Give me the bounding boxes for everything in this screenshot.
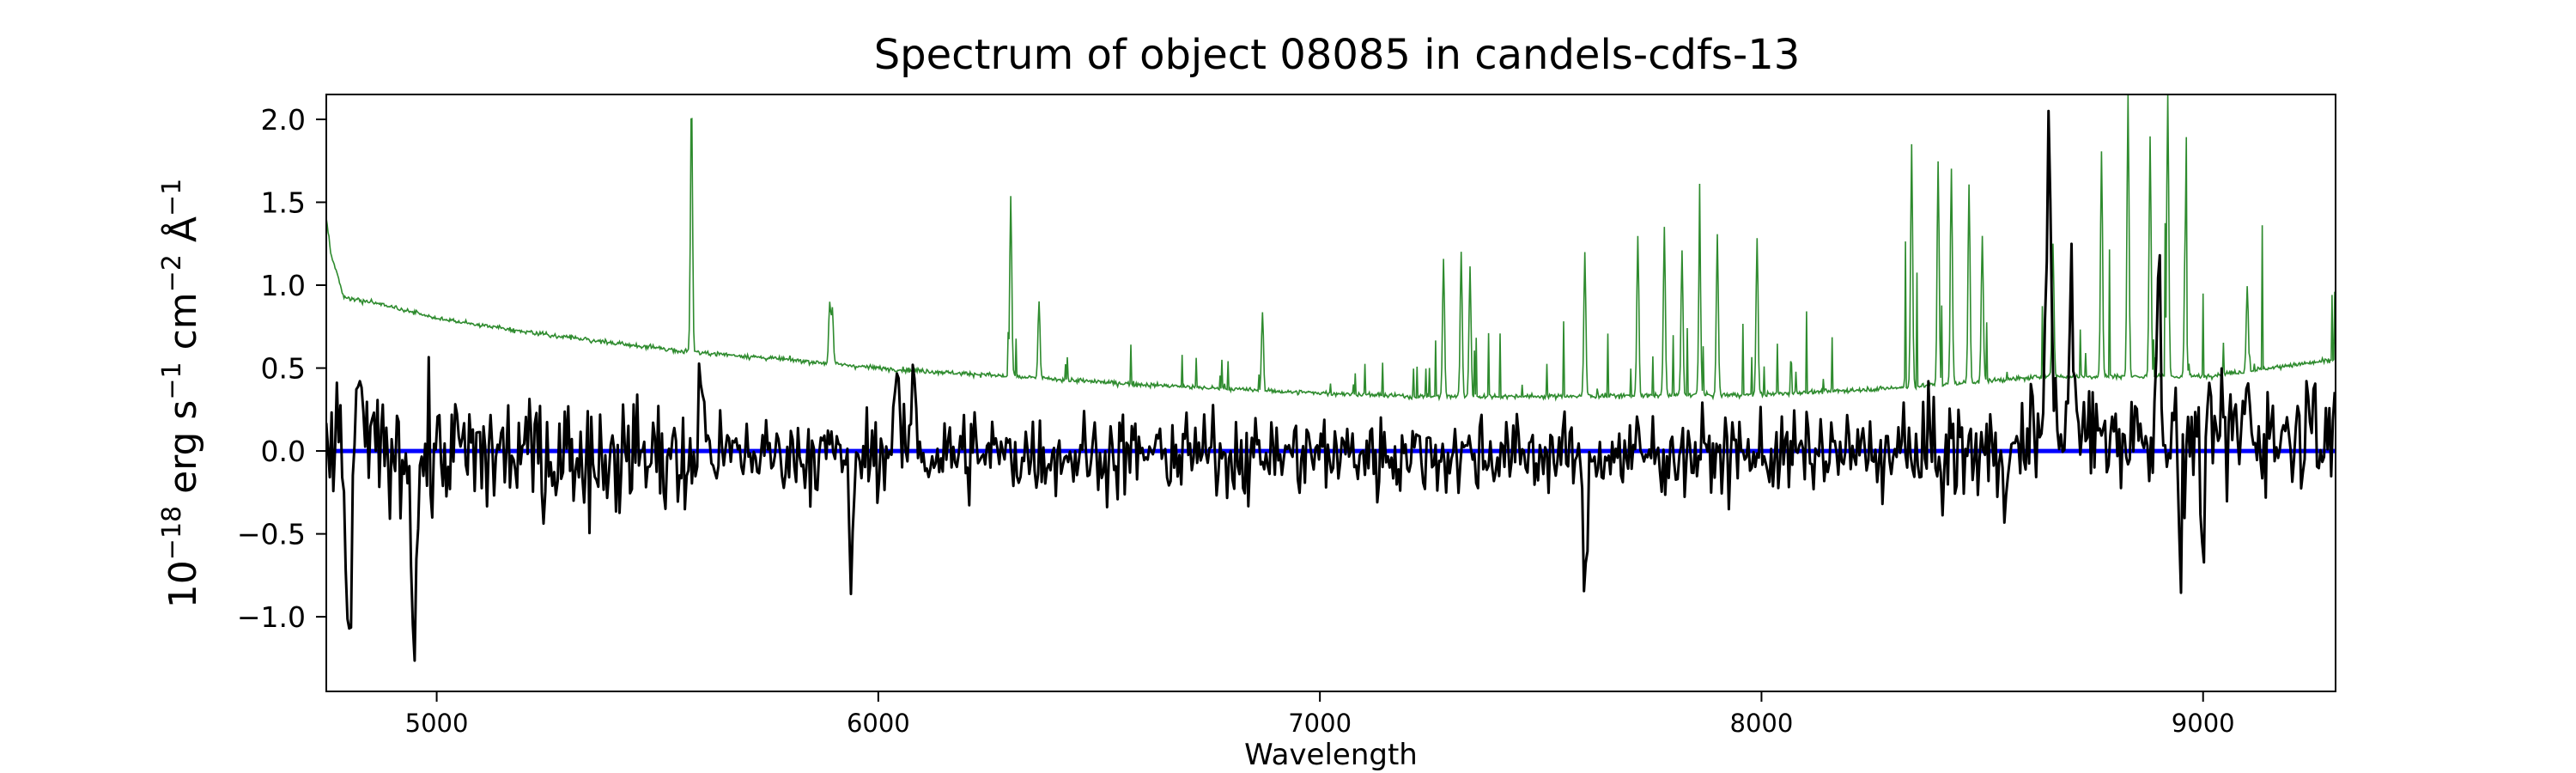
plot-area [326, 94, 2336, 662]
y-tick-label: −1.0 [237, 600, 306, 634]
y-tick-label: −0.5 [237, 518, 306, 551]
plot-frame [325, 94, 2336, 692]
y-tick-label: 0.5 [261, 352, 306, 386]
y-label-cm-exp: −2 [157, 254, 187, 292]
y-tick-label: 2.0 [261, 103, 306, 137]
y-label-cm: cm [161, 292, 205, 362]
x-axis: 5000 6000 7000 8000 9000 [405, 691, 2235, 738]
noise-line [326, 94, 2336, 402]
noise-series [326, 94, 2336, 402]
y-tick-label: 1.5 [261, 186, 306, 219]
y-label-base: 10 [161, 560, 205, 608]
y-axis: −1.0 −0.5 0.0 0.5 1.0 1.5 2.0 [237, 103, 326, 634]
x-axis-label: Wavelength [1244, 738, 1418, 772]
spectrum-series [326, 109, 2336, 662]
y-tick-label: 0.0 [261, 435, 306, 468]
x-tick-label: 5000 [405, 709, 469, 738]
spectrum-line [326, 109, 2336, 662]
y-label-ang: Å [160, 216, 205, 254]
y-label-s-exp: −1 [157, 362, 187, 399]
y-label-erg: erg s [161, 400, 205, 506]
y-label-ang-exp: −1 [157, 179, 187, 216]
x-tick-label: 8000 [1730, 709, 1794, 738]
y-axis-label: 10−18 erg s−1 cm−2 Å−1 [157, 179, 205, 608]
y-label-exp: −18 [157, 506, 187, 560]
x-tick-label: 7000 [1288, 709, 1352, 738]
chart-title: Spectrum of object 08085 in candels-cdfs… [874, 31, 1801, 79]
x-tick-label: 6000 [847, 709, 910, 738]
y-tick-label: 1.0 [261, 269, 306, 302]
x-tick-label: 9000 [2172, 709, 2235, 738]
